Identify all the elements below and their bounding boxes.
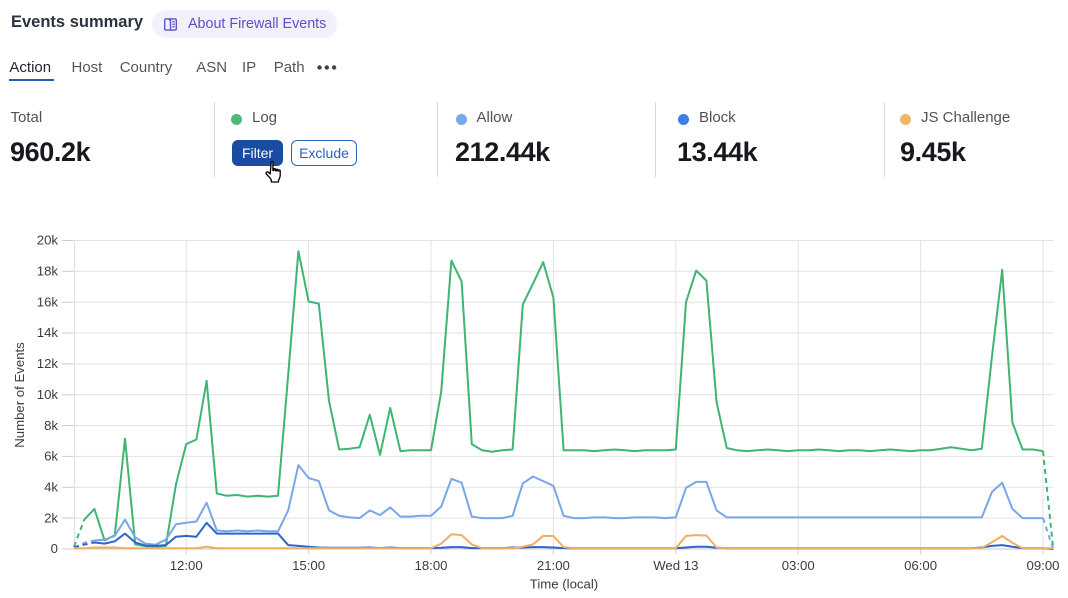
svg-text:09:00: 09:00 [1026, 558, 1059, 573]
svg-text:15:00: 15:00 [292, 558, 325, 573]
svg-text:8k: 8k [44, 418, 58, 433]
svg-text:20k: 20k [37, 233, 59, 248]
svg-text:4k: 4k [44, 480, 58, 495]
svg-text:2k: 2k [44, 510, 58, 525]
svg-text:18k: 18k [37, 264, 59, 279]
svg-text:06:00: 06:00 [904, 558, 937, 573]
svg-text:14k: 14k [37, 325, 59, 340]
svg-text:12k: 12k [37, 356, 59, 371]
svg-text:18:00: 18:00 [414, 558, 447, 573]
svg-text:Wed 13: Wed 13 [653, 558, 698, 573]
svg-text:0: 0 [51, 541, 58, 556]
svg-text:03:00: 03:00 [782, 558, 815, 573]
svg-text:21:00: 21:00 [537, 558, 570, 573]
svg-text:16k: 16k [37, 294, 59, 309]
svg-text:Time (local): Time (local) [530, 577, 598, 592]
svg-text:Number of Events: Number of Events [12, 342, 27, 448]
svg-text:12:00: 12:00 [170, 558, 203, 573]
svg-text:10k: 10k [37, 387, 59, 402]
svg-text:6k: 6k [44, 449, 58, 464]
